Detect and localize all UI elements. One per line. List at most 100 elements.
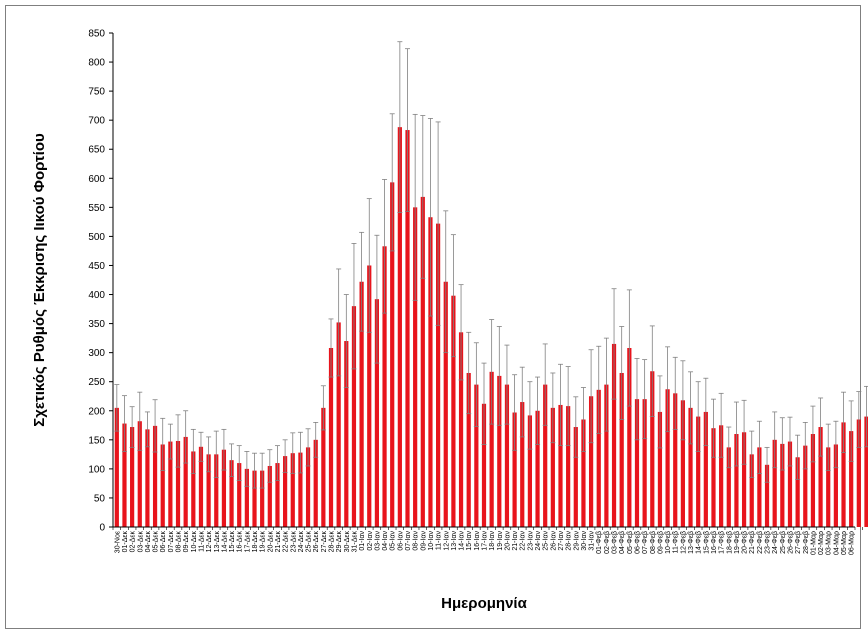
x-tick-label: 12-Δεκ xyxy=(206,531,213,553)
bar xyxy=(267,465,272,527)
error-bar xyxy=(389,113,395,252)
x-tick-label: 07-Ιαν xyxy=(405,531,412,551)
error-bar xyxy=(688,371,694,445)
bar xyxy=(160,444,165,527)
x-tick-label: 04-Ιαν xyxy=(382,531,389,551)
bar xyxy=(772,439,777,527)
error-bar xyxy=(504,344,510,425)
bar xyxy=(680,400,685,527)
error-bar xyxy=(710,398,716,458)
bar xyxy=(543,384,548,527)
bar xyxy=(344,341,349,527)
bar xyxy=(634,399,640,527)
error-bar xyxy=(412,113,418,301)
y-tick-label: 300 xyxy=(88,348,105,359)
x-tick-label: 10-Δεκ xyxy=(191,531,198,553)
bar xyxy=(229,460,234,527)
x-tick-label: 02-Δεκ xyxy=(130,531,137,553)
x-tick-label: 27-Δεκ xyxy=(321,531,328,553)
error-bar xyxy=(703,377,709,447)
x-tick-label: 10-Φεβ xyxy=(665,531,672,554)
x-tick-label: 24-Φεβ xyxy=(772,531,779,554)
y-tick-label: 350 xyxy=(88,319,105,330)
x-tick-label: 26-Ιαν xyxy=(550,531,557,551)
x-tick-label: 14-Ιαν xyxy=(459,531,466,551)
bar xyxy=(359,281,364,527)
error-bar xyxy=(282,439,288,473)
x-tick-label: 28-Ιαν xyxy=(566,531,573,551)
bar xyxy=(298,452,303,527)
error-bar xyxy=(695,381,701,452)
error-bar xyxy=(741,399,747,465)
bar xyxy=(206,454,211,527)
x-tick-label: 09-Δεκ xyxy=(183,531,190,553)
error-bar xyxy=(496,326,502,426)
error-bar xyxy=(825,423,831,472)
bar xyxy=(321,407,326,527)
x-tick-label: 14-Δεκ xyxy=(221,531,228,553)
y-tick-label: 50 xyxy=(94,493,106,504)
bar xyxy=(336,322,341,527)
x-tick-label: 22-Δεκ xyxy=(283,531,290,553)
error-bar xyxy=(160,417,166,472)
x-tick-label: 25-Φεβ xyxy=(780,531,787,554)
error-bar xyxy=(274,445,280,481)
bar xyxy=(244,468,249,527)
error-bar xyxy=(649,325,655,417)
x-tick-label: 23-Δεκ xyxy=(290,531,297,553)
error-bar xyxy=(305,428,311,467)
bar xyxy=(734,434,739,527)
y-tick-label: 550 xyxy=(88,203,105,214)
bar xyxy=(152,425,158,527)
error-bar xyxy=(443,210,449,354)
error-bar xyxy=(435,121,441,326)
bar xyxy=(711,428,716,527)
x-tick-label: 25-Δεκ xyxy=(306,531,313,553)
error-bar xyxy=(427,118,433,317)
error-bar xyxy=(680,360,686,441)
bar xyxy=(397,127,402,528)
bar xyxy=(527,415,533,527)
bar xyxy=(413,207,418,527)
x-axis-title: Ημερομηνία xyxy=(441,595,527,612)
error-bar xyxy=(726,426,732,469)
x-tick-label: 17-Δεκ xyxy=(244,531,251,553)
error-bar xyxy=(244,451,250,487)
bar xyxy=(849,431,854,527)
error-bar xyxy=(619,326,625,420)
error-bar xyxy=(557,363,563,447)
bar xyxy=(665,389,670,527)
error-bar xyxy=(764,446,770,483)
y-axis-ticks: 0 50 100 150 200 250 300 350 400 450 500 550 600 650 7… xyxy=(88,29,113,534)
error-bar xyxy=(749,430,755,479)
bar xyxy=(221,449,227,527)
bar xyxy=(581,419,586,527)
x-tick-label: 19-Ιαν xyxy=(497,531,504,551)
error-bar xyxy=(856,391,862,448)
x-tick-label: 08-Ιαν xyxy=(413,531,420,551)
x-tick-label: 22-Ιαν xyxy=(520,531,527,551)
bar xyxy=(627,347,632,527)
x-tick-label: 06-Φεβ xyxy=(634,531,641,554)
error-bar xyxy=(236,445,242,481)
error-bar xyxy=(213,430,219,479)
bar xyxy=(374,299,380,527)
bar xyxy=(696,416,701,527)
bar xyxy=(122,423,127,527)
error-bar xyxy=(297,431,303,474)
error-bar xyxy=(374,234,380,364)
bar xyxy=(290,453,295,527)
error-bar xyxy=(121,395,127,452)
error-bar xyxy=(603,337,609,432)
x-tick-label: 21-Φεβ xyxy=(749,531,756,554)
bar xyxy=(787,441,793,527)
bar xyxy=(198,446,204,527)
x-axis-ticks: 30-Νοε 01-Δεκ 02-Δεκ 03-Δεκ 04-Δεκ 05-Δεκ 06-Δ… xyxy=(112,527,863,555)
bar xyxy=(566,406,571,527)
x-tick-label: 06-Μαρ xyxy=(849,531,856,555)
bar xyxy=(642,399,647,527)
x-tick-label: 12-Φεβ xyxy=(680,531,687,554)
error-bar xyxy=(175,414,181,468)
error-bar xyxy=(550,372,556,444)
x-tick-label: 27-Ιαν xyxy=(558,531,565,551)
